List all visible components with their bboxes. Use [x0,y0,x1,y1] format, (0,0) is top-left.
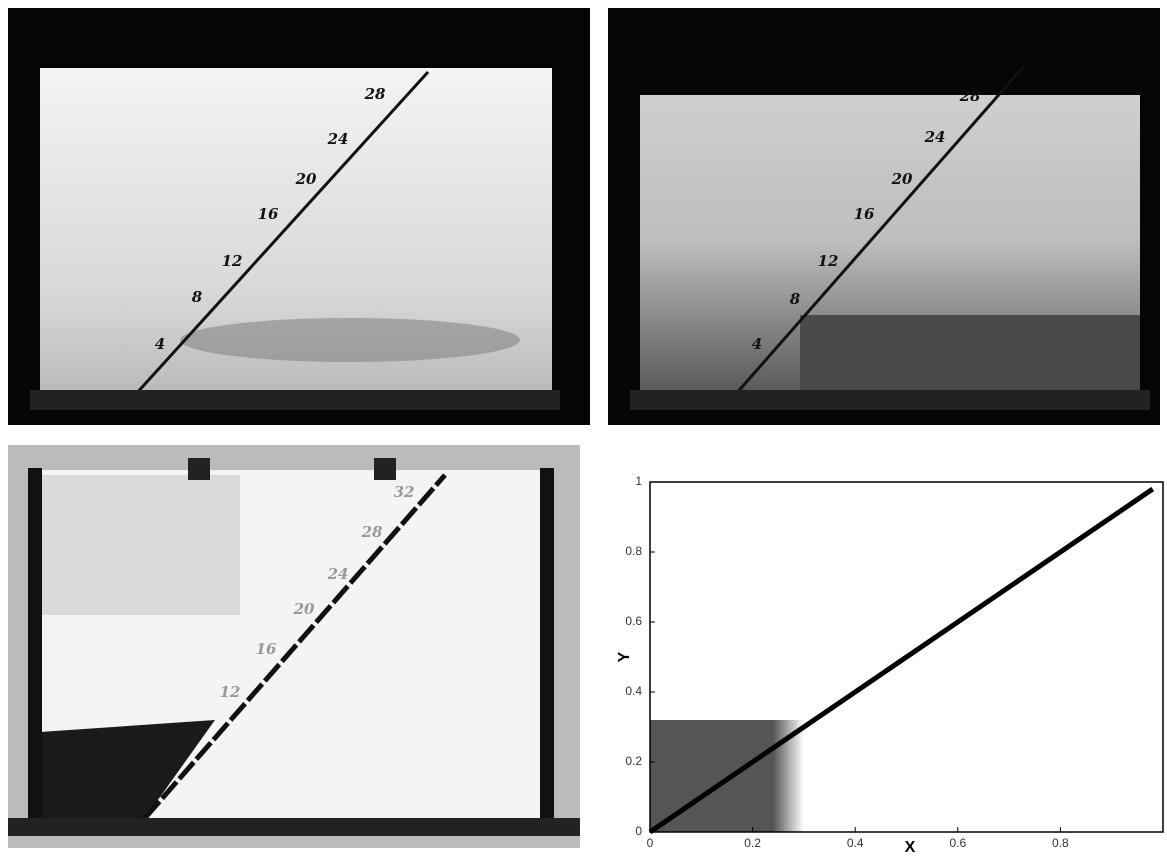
x-tick-label: 0 [647,836,654,850]
depth-label: 12 [818,252,839,270]
depth-label: 20 [891,170,913,188]
depth-label: 16 [854,205,875,223]
depth-label: 28 [959,87,981,105]
depth-label: 28 [361,523,383,541]
depth-label: 28 [364,85,386,103]
x-tick-label: 0.6 [949,836,966,850]
y-tick-label: 1 [635,474,642,488]
depth-label: 20 [295,170,317,188]
depth-label: 16 [256,640,277,658]
y-tick-label: 0.8 [625,544,642,558]
depth-label: 8 [192,288,203,306]
depth-label: 24 [327,130,349,148]
depth-label: 8 [790,290,801,308]
depth-label: 4 [752,335,762,353]
depth-label: 20 [293,600,315,618]
depth-label: 12 [222,252,243,270]
depth-label: 16 [258,205,279,223]
y-axis-label: Y [616,651,633,662]
x-tick-label: 0.2 [744,836,761,850]
depth-label: 12 [220,683,241,701]
y-tick-label: 0.2 [625,754,642,768]
depth-label: 24 [327,565,349,583]
y-tick-label: 0.6 [625,614,642,628]
photo-2 [608,8,1160,425]
line [650,489,1153,832]
figure: X Y 4 8 12 16 20 24 28 4 8 12 16 20 24 28 12 16 20 24 28 32… [0,0,1167,854]
photo-3 [8,445,580,848]
depth-label: 4 [155,335,165,353]
x-axis-label: X [905,839,916,854]
y-tick-label: 0 [635,824,642,838]
photo-1 [8,8,590,425]
x-tick-label: 0.8 [1052,836,1069,850]
depth-label: 32 [394,483,415,501]
y-tick-label: 0.4 [625,684,642,698]
x-tick-label: 0.4 [847,836,864,850]
depth-label: 24 [924,128,946,146]
